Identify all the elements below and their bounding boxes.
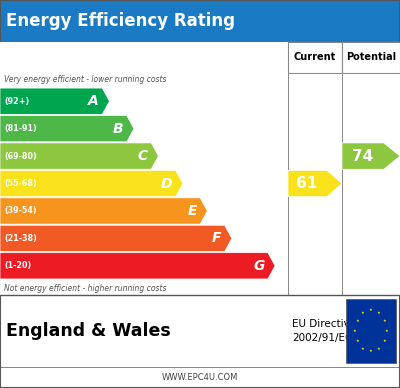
Text: B: B: [113, 122, 124, 136]
Text: ★: ★: [355, 339, 359, 343]
Text: (69-80): (69-80): [5, 152, 38, 161]
Polygon shape: [0, 116, 134, 142]
Text: WWW.EPC4U.COM: WWW.EPC4U.COM: [162, 373, 238, 382]
Bar: [288, 42, 342, 73]
Text: (1-20): (1-20): [5, 262, 32, 270]
Bar: [0, 73, 400, 295]
Text: ★: ★: [383, 339, 387, 343]
Text: ★: ★: [385, 329, 389, 333]
Text: F: F: [212, 231, 222, 245]
Text: (21-38): (21-38): [5, 234, 38, 243]
Text: EU Directive
2002/91/EC: EU Directive 2002/91/EC: [292, 319, 356, 343]
Bar: [0, 0, 400, 42]
Text: (81-91): (81-91): [5, 124, 38, 133]
Bar: [0, 42, 400, 73]
Text: ★: ★: [377, 346, 381, 350]
Text: Potential: Potential: [346, 52, 396, 62]
Text: (55-68): (55-68): [5, 179, 38, 188]
Text: (92+): (92+): [5, 97, 30, 106]
Text: ★: ★: [383, 319, 387, 322]
Text: ★: ★: [355, 319, 359, 322]
Text: ★: ★: [361, 311, 365, 315]
Polygon shape: [342, 143, 400, 169]
Text: C: C: [138, 149, 148, 163]
Polygon shape: [0, 143, 158, 169]
Polygon shape: [0, 170, 183, 197]
Bar: [342, 42, 400, 73]
Text: England & Wales: England & Wales: [6, 322, 171, 340]
Polygon shape: [0, 198, 207, 224]
Text: (39-54): (39-54): [5, 206, 38, 215]
Text: ★: ★: [353, 329, 357, 333]
Bar: [346, 299, 396, 363]
Polygon shape: [288, 170, 342, 197]
Polygon shape: [0, 88, 110, 114]
Text: Very energy efficient - lower running costs: Very energy efficient - lower running co…: [4, 75, 166, 84]
Polygon shape: [0, 253, 275, 279]
Text: 61: 61: [296, 176, 318, 191]
Text: D: D: [161, 177, 172, 191]
Text: A: A: [88, 94, 99, 108]
Text: Current: Current: [294, 52, 336, 62]
Polygon shape: [0, 225, 232, 251]
Text: 74: 74: [352, 149, 373, 164]
Text: ★: ★: [377, 311, 381, 315]
Text: ★: ★: [369, 349, 373, 353]
Text: ★: ★: [369, 308, 373, 312]
Text: Not energy efficient - higher running costs: Not energy efficient - higher running co…: [4, 284, 166, 293]
Text: ★: ★: [361, 346, 365, 350]
Text: Energy Efficiency Rating: Energy Efficiency Rating: [6, 12, 235, 30]
Text: E: E: [188, 204, 197, 218]
Text: G: G: [253, 259, 265, 273]
